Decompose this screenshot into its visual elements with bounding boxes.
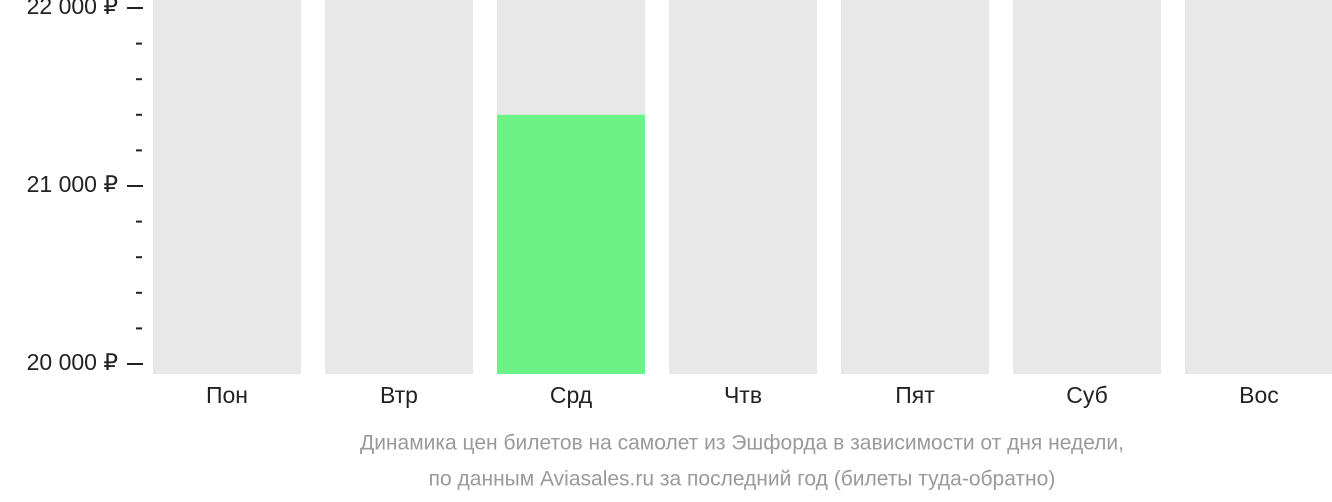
bar-background <box>325 0 473 374</box>
x-tick-label: Чтв <box>724 382 762 408</box>
y-tick-label: 22 000 ₽ <box>27 0 118 19</box>
x-tick-label: Пон <box>206 382 248 408</box>
bar-background <box>153 0 301 374</box>
x-tick-label: Втр <box>380 382 418 408</box>
x-tick-label: Вос <box>1239 382 1279 408</box>
bar <box>497 114 645 375</box>
y-tick-label: 21 000 ₽ <box>27 171 118 197</box>
x-tick-label: Суб <box>1066 382 1108 408</box>
bar-background <box>841 0 989 374</box>
x-tick-label: Пят <box>895 382 935 408</box>
bar-background <box>1185 0 1332 374</box>
caption: Динамика цен билетов на самолет из Эшфор… <box>360 432 1124 455</box>
x-tick-label: Срд <box>550 382 593 408</box>
bar-background <box>669 0 817 374</box>
caption: по данным Aviasales.ru за последний год … <box>429 468 1056 491</box>
bar-background <box>1013 0 1161 374</box>
y-tick-label: 20 000 ₽ <box>27 349 118 375</box>
